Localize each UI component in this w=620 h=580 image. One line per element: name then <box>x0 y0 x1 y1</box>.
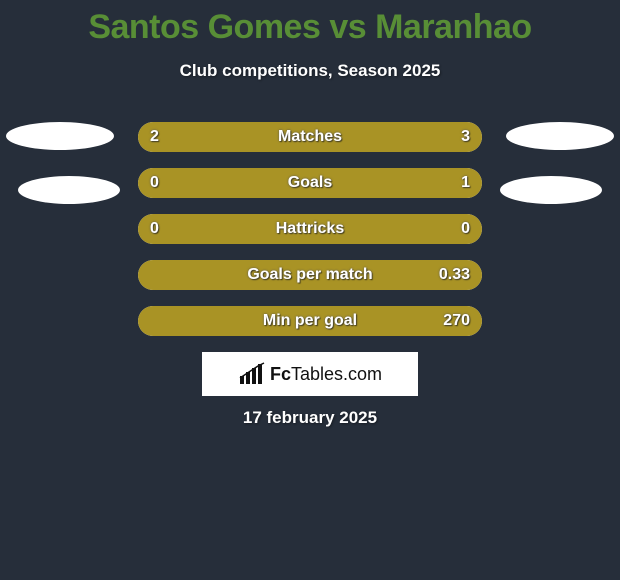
bar-fill-left <box>138 168 183 198</box>
bar-fill-left <box>138 122 276 152</box>
bar-fill-right <box>183 306 482 336</box>
fctables-logo: FcTables.com <box>202 352 418 396</box>
decor-ellipse <box>18 176 120 204</box>
bar-fill-left <box>138 260 183 290</box>
bar-fill-right <box>183 260 482 290</box>
logo-text: FcTables.com <box>270 364 382 385</box>
decor-ellipse <box>506 122 614 150</box>
bar-fill-right <box>276 122 482 152</box>
stat-bar: 0.33Goals per match <box>138 260 482 290</box>
bar-fill-right <box>183 168 482 198</box>
chart-icon <box>238 362 266 386</box>
logo-text-thin: Tables <box>291 364 343 384</box>
stat-bar: 270Min per goal <box>138 306 482 336</box>
subtitle: Club competitions, Season 2025 <box>0 61 620 81</box>
stat-bar: 23Matches <box>138 122 482 152</box>
stat-bar: 01Goals <box>138 168 482 198</box>
stats-container: 23Matches 01Goals 00Hattricks 0.33Goals per… <box>138 122 482 352</box>
bar-fill-left <box>138 214 310 244</box>
bar-fill-left <box>138 306 183 336</box>
page-title: Santos Gomes vs Maranhao <box>0 0 620 47</box>
bar-fill-right <box>310 214 482 244</box>
logo-text-bold: Fc <box>270 364 291 384</box>
decor-ellipse <box>6 122 114 150</box>
decor-ellipse <box>500 176 602 204</box>
date-label: 17 february 2025 <box>0 408 620 428</box>
logo-text-suffix: .com <box>343 364 382 384</box>
stat-bar: 00Hattricks <box>138 214 482 244</box>
